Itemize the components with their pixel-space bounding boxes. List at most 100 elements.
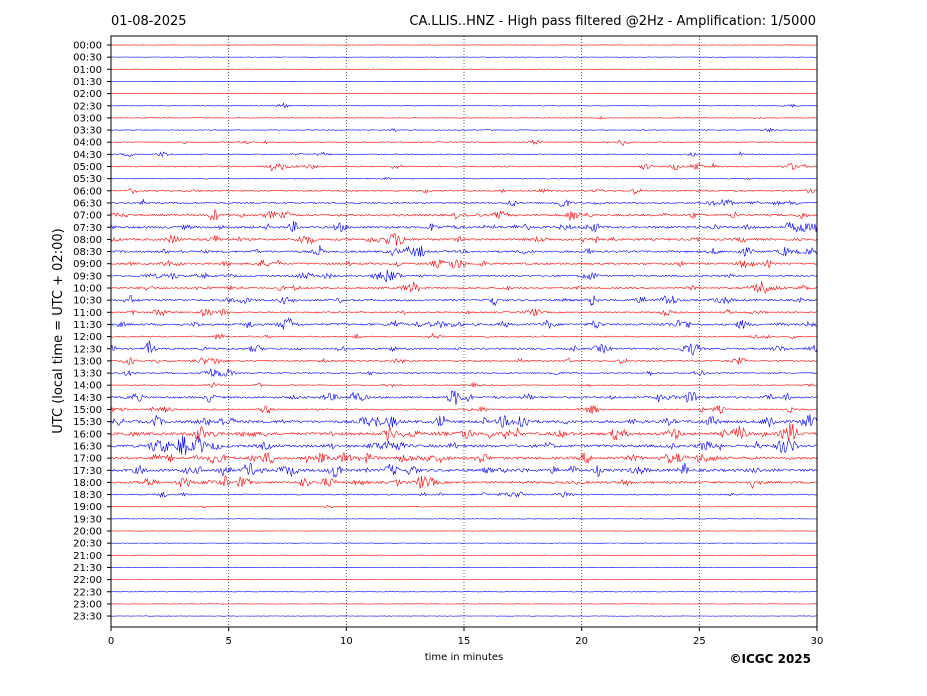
trace-row [110, 151, 818, 158]
y-tick-label: 06:00 [73, 186, 102, 197]
y-tick-label: 21:00 [73, 551, 102, 562]
trace-row [111, 56, 818, 58]
y-tick-label: 22:30 [73, 587, 102, 598]
trace-row [110, 308, 818, 317]
trace-row [110, 518, 818, 520]
y-tick-label: 19:30 [73, 514, 102, 525]
y-axis-label: UTC (local time = UTC + 02:00) [51, 228, 66, 433]
trace-row [110, 127, 818, 133]
trace-row [110, 317, 818, 330]
y-tick-label: 09:00 [73, 259, 102, 270]
x-tick-label: 0 [108, 636, 114, 647]
chart-title: CA.LLIS..HNZ - High pass filtered @2Hz -… [409, 14, 816, 29]
trace-row [110, 566, 818, 569]
trace-row [110, 176, 818, 180]
trace-row [110, 295, 818, 307]
trace-row [110, 281, 818, 294]
trace-row [110, 187, 818, 195]
trace-row [110, 542, 818, 544]
y-tick-label: 01:00 [73, 65, 102, 76]
chart-date: 01-08-2025 [111, 14, 187, 29]
trace-row [110, 80, 817, 83]
x-grid [228, 36, 700, 627]
y-tick-label: 08:30 [73, 247, 102, 258]
x-tick-label: 30 [811, 636, 824, 647]
y-tick-label: 15:00 [73, 405, 102, 416]
y-tick-label: 05:30 [73, 174, 102, 185]
x-tick-label: 10 [340, 636, 353, 647]
x-tick-label: 15 [458, 636, 471, 647]
x-axis-label: time in minutes [425, 652, 504, 663]
y-tick-label: 08:00 [73, 235, 102, 246]
copyright-notice: ©ICGC 2025 [729, 652, 811, 666]
y-tick-label: 20:30 [73, 539, 102, 550]
y-tick-label: 02:30 [73, 101, 102, 112]
trace-row [110, 452, 818, 465]
trace-row [110, 414, 818, 429]
y-tick-label: 10:30 [73, 296, 102, 307]
y-tick-label: 12:30 [73, 344, 102, 355]
y-tick-label: 15:30 [73, 417, 102, 428]
y-tick-label: 01:30 [73, 77, 102, 88]
trace-row [110, 198, 818, 208]
y-tick-label: 07:00 [73, 211, 102, 222]
y-tick-label: 00:30 [73, 53, 102, 64]
x-tick-label: 25 [693, 636, 706, 647]
y-tick-label: 12:00 [73, 332, 102, 343]
trace-row [110, 368, 818, 378]
y-tick-label: 14:00 [73, 381, 102, 392]
y-tick-label: 03:30 [73, 126, 102, 137]
trace-row [110, 389, 818, 406]
y-tick-label: 02:00 [73, 89, 102, 100]
trace-row [110, 462, 818, 479]
trace-row [110, 340, 818, 356]
trace-row [110, 269, 818, 283]
y-tick-label: 07:30 [73, 223, 102, 234]
y-tick-label: 23:00 [73, 599, 102, 610]
y-tick-label: 14:30 [73, 393, 102, 404]
trace-row [111, 505, 818, 509]
y-tick-label: 16:00 [73, 429, 102, 440]
y-tick-label: 06:30 [73, 198, 102, 209]
trace-row [110, 591, 818, 593]
y-tick-label: 11:30 [73, 320, 102, 331]
y-tick-label: 04:00 [73, 138, 102, 149]
y-tick-label: 21:30 [73, 563, 102, 574]
y-tick-label: 20:00 [73, 527, 102, 538]
y-tick-label: 10:00 [73, 284, 102, 295]
y-tick-label: 13:30 [73, 369, 102, 380]
trace-row [110, 259, 818, 269]
trace-row [110, 381, 817, 389]
trace-row [110, 491, 818, 499]
trace-row [110, 357, 818, 366]
plot-frame [110, 35, 818, 628]
trace-row [110, 475, 818, 490]
y-tick-label: 17:00 [73, 454, 102, 465]
trace-row [110, 615, 818, 617]
trace-row [110, 233, 818, 246]
trace-row [110, 139, 818, 147]
y-tick-label: 16:30 [73, 441, 102, 452]
trace-row [110, 332, 818, 341]
trace-row [110, 245, 818, 257]
trace-row [110, 405, 818, 415]
trace-row [110, 422, 818, 442]
y-tick-label: 09:30 [73, 271, 102, 282]
y-tick-label: 04:30 [73, 150, 102, 161]
y-tick-label: 18:00 [73, 478, 102, 489]
x-tick-label: 5 [225, 636, 231, 647]
y-tick-label: 23:30 [73, 612, 102, 623]
y-tick-label: 00:00 [73, 41, 102, 52]
trace-row [110, 162, 817, 171]
y-tick-label: 22:00 [73, 575, 102, 586]
trace-row [110, 208, 818, 221]
trace-row [110, 435, 818, 456]
x-tick-label: 20 [575, 636, 588, 647]
y-tick-label: 13:00 [73, 356, 102, 367]
y-tick-label: 18:30 [73, 490, 102, 501]
trace-row [110, 220, 818, 233]
y-tick-label: 19:00 [73, 502, 102, 513]
y-tick-label: 05:00 [73, 162, 102, 173]
